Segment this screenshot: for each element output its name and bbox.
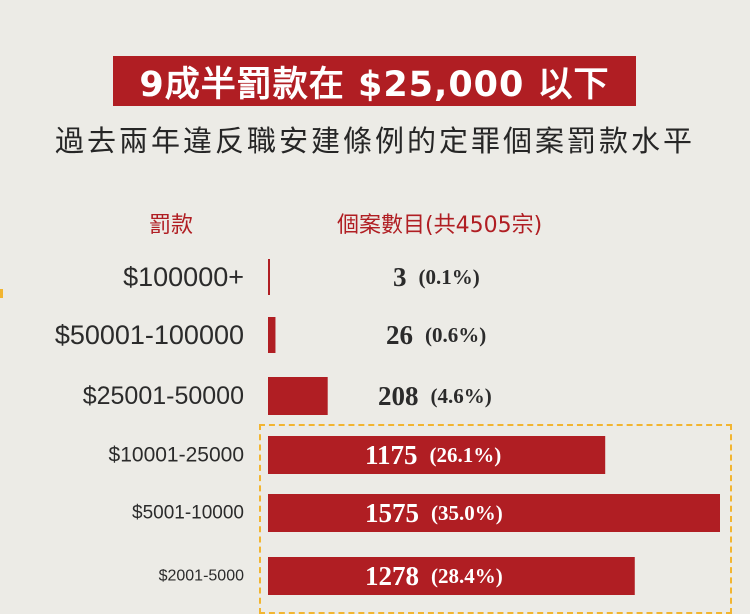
subtitle: 過去兩年違反職安建條例的定罪個案罰款水平 — [54, 124, 695, 158]
cases-column-header: 個案數目(共4505宗) — [337, 213, 543, 238]
category-label-5: $5001-10000 — [132, 503, 244, 524]
bar-1 — [268, 259, 270, 295]
bar-3 — [268, 377, 328, 415]
highlight-box — [259, 424, 732, 614]
percent-label-6: (28.4%) — [431, 564, 503, 588]
data-label-6: 1278 (28.4%) — [365, 561, 503, 591]
data-label-2: 26 (0.6%) — [386, 320, 486, 350]
value-label-4: 1175 — [365, 440, 418, 470]
percent-label-2: (0.6%) — [425, 323, 486, 347]
data-label-5: 1575 (35.0%) — [365, 498, 503, 528]
percent-label-5: (35.0%) — [431, 501, 503, 525]
bar-5 — [268, 494, 720, 532]
percent-label-4: (26.1%) — [430, 443, 502, 467]
data-label-1: 3 (0.1%) — [393, 262, 480, 292]
value-label-3: 208 — [378, 381, 419, 411]
fine-column-header: 罰款 — [149, 213, 194, 238]
edge-marker — [0, 289, 3, 298]
headline-banner: 9成半罰款在 $25,000 以下 — [113, 56, 636, 106]
category-label-4: $10001-25000 — [109, 444, 244, 467]
bar-2 — [268, 317, 276, 353]
value-label-2: 26 — [386, 320, 413, 350]
headline-text: 9成半罰款在 $25,000 以下 — [139, 64, 610, 105]
data-label-4: 1175 (26.1%) — [365, 440, 501, 470]
percent-label-3: (4.6%) — [431, 384, 492, 408]
value-label-6: 1278 — [365, 561, 419, 591]
category-label-2: $50001-100000 — [55, 320, 244, 350]
bar-4 — [268, 436, 606, 474]
category-label-1: $100000+ — [123, 262, 244, 292]
bar-6 — [268, 557, 635, 595]
value-label-1: 3 — [393, 262, 407, 292]
category-label-3: $25001-50000 — [83, 382, 244, 410]
percent-label-1: (0.1%) — [419, 265, 480, 289]
value-label-5: 1575 — [365, 498, 419, 528]
category-label-6: $2001-5000 — [159, 568, 245, 585]
fine-distribution-chart: $100000+ 3 (0.1%) $50001-100000 26 (0.6%) $250… — [55, 259, 720, 595]
data-label-3: 208 (4.6%) — [378, 381, 492, 411]
